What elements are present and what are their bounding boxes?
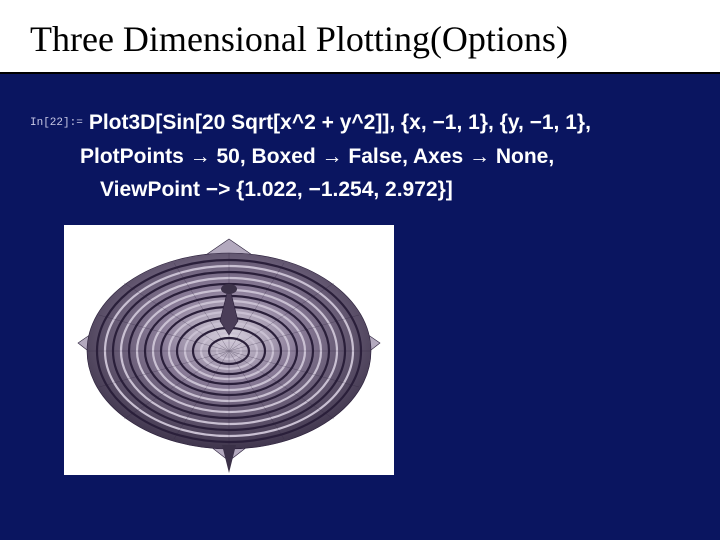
- code-text-3: ViewPoint −> {1.022, −1.254, 2.972}]: [100, 178, 453, 201]
- title-bar: Three Dimensional Plotting(Options): [0, 0, 720, 74]
- code-line-2: PlotPoints → 50, Boxed → False, Axes → N…: [30, 140, 708, 174]
- code-text-1: Plot3D[Sin[20 Sqrt[x^2 + y^2]], {x, −1, …: [89, 111, 591, 134]
- slide-title: Three Dimensional Plotting(Options): [30, 18, 710, 60]
- input-prompt: In[22]:=: [30, 115, 83, 133]
- code-text-2: PlotPoints → 50, Boxed → False, Axes → N…: [80, 145, 554, 168]
- plot3d-panel: [64, 225, 394, 475]
- plot3d-surface: [64, 225, 394, 475]
- content-area: In[22]:= Plot3D[Sin[20 Sqrt[x^2 + y^2]], …: [0, 74, 720, 475]
- code-line-3: ViewPoint −> {1.022, −1.254, 2.972}]: [30, 173, 708, 207]
- code-line-1: In[22]:= Plot3D[Sin[20 Sqrt[x^2 + y^2]], …: [30, 106, 708, 140]
